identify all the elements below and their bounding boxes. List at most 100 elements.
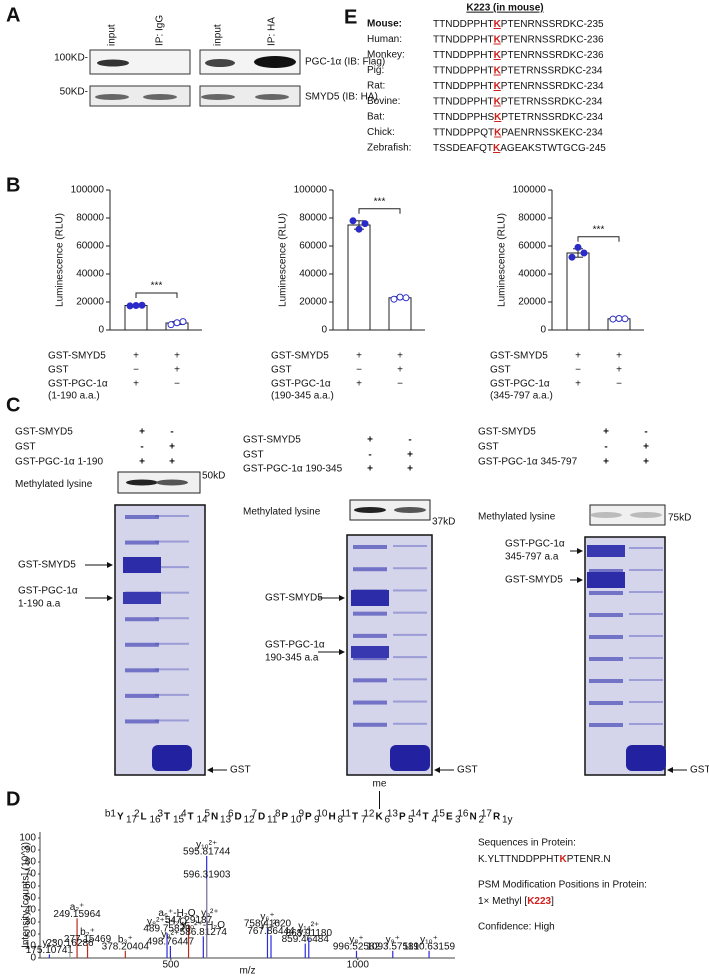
y-tick-label: 80000 [299, 213, 327, 224]
row-label: GST [478, 442, 499, 453]
y-tick-label: 40000 [518, 269, 546, 280]
band [589, 613, 623, 617]
residue: T [164, 812, 170, 823]
sign: + [169, 457, 175, 468]
sign: + [367, 464, 373, 475]
y-tick-label: 20000 [518, 297, 546, 308]
sign: - [604, 442, 607, 453]
sign: + [139, 457, 145, 468]
x-axis-label: m/z [239, 966, 255, 976]
row-label: GST [15, 442, 36, 453]
peak-label: 489.75870 [143, 923, 191, 934]
y-tick-label: 70 [25, 869, 37, 880]
y-tick-label: 80 [25, 857, 37, 868]
arrowhead [339, 595, 345, 601]
band [589, 591, 623, 595]
bar [388, 297, 412, 331]
modification: me [373, 779, 387, 790]
band [393, 589, 427, 592]
row-label: GST-PGC-1α 345-797 [478, 457, 578, 468]
band-label: 190-345 a.a [265, 653, 319, 664]
y-axis-label: Luminescence (RLU) [497, 213, 508, 307]
data-point [580, 249, 588, 257]
band [155, 719, 189, 722]
band [351, 646, 389, 658]
band [353, 633, 387, 638]
mod-part: 1× Methyl [ [478, 896, 527, 907]
peak-label: 277.15469 [64, 934, 112, 945]
species: Chick: [367, 127, 395, 138]
y-ion-index: 5 [408, 815, 414, 826]
arrowhead [107, 562, 113, 568]
lane-label: IP: HA [267, 17, 278, 46]
marker-label: 37kD [432, 517, 455, 528]
sequence: TTNDDPPHTKPTETRNSSRDKC-234 [433, 96, 603, 107]
sign: + [603, 427, 609, 438]
sign: + [407, 450, 413, 461]
panel-letter: A [6, 4, 20, 26]
marker-label: 75kD [668, 513, 691, 524]
blot-label: Methylated lysine [478, 512, 556, 523]
y-tick-label: 100000 [294, 185, 328, 196]
sequence-part: TSSDEAFQT [433, 143, 493, 154]
band [155, 566, 189, 569]
peak-label: 249.15964 [53, 909, 101, 920]
sign: + [575, 351, 581, 362]
band [97, 59, 129, 67]
alignment-title: K223 (in mouse) [466, 3, 543, 14]
blot-label: SMYD5 (IB: HA) [305, 92, 378, 103]
species: Human: [367, 34, 402, 45]
y-axis-label: Luminescence (RLU) [55, 213, 66, 307]
b-ion-index: 4 [181, 809, 187, 820]
sequence-part: TTNDDPPHS [433, 112, 494, 123]
sign: + [407, 464, 413, 475]
y-tick-label: 100000 [71, 185, 105, 196]
band [353, 700, 387, 705]
sequence: TTNDDPPHSKPTETRNSSRDKC-234 [433, 112, 603, 123]
b-ion-index: 12 [363, 809, 375, 820]
b-ion-index: 5 [204, 809, 210, 820]
highlight-residue: K [494, 65, 502, 76]
sequence-part: PTETRNSSRDKC-234 [501, 96, 603, 107]
y-tick-label: 60000 [76, 241, 104, 252]
band [353, 656, 387, 661]
blot-label: PGC-1α (IB: Flag) [305, 57, 385, 68]
sequence-part: PTENRNSSRDKC-234 [501, 81, 604, 92]
y-ion-index: 4 [432, 815, 438, 826]
band [125, 617, 159, 622]
y-tick-label: 0 [540, 325, 546, 336]
lane-label: input [107, 24, 118, 46]
b-ion-index: 9 [298, 809, 304, 820]
y-ion-index: 6 [385, 815, 391, 826]
peak-label: 175.10741 [26, 945, 74, 956]
y-tick-label: 60000 [299, 241, 327, 252]
lane-label: IP: IgG [155, 15, 166, 46]
y-ion-index: 16 [150, 815, 162, 826]
psm-text: 1× Methyl [K223] [478, 896, 554, 907]
sign: - [170, 427, 173, 438]
sign: − [356, 365, 362, 376]
significance-bracket [135, 292, 178, 298]
y-tick-label: 80000 [76, 213, 104, 224]
peak-label: y₁₀²⁺ [196, 840, 217, 851]
sequence-part: PTENRNSSRDKC-236 [501, 34, 604, 45]
residue: N [470, 812, 477, 823]
y-tick-label: 50 [25, 893, 37, 904]
y-ion-index: 9 [314, 815, 320, 826]
band [155, 642, 189, 645]
residue: D [235, 812, 242, 823]
sign: - [408, 435, 411, 446]
b-ion-index: 2 [134, 809, 140, 820]
sign: − [575, 365, 581, 376]
band [123, 592, 161, 604]
peak-label: b₂⁺ [80, 927, 95, 938]
y-ion-index: 17 [126, 815, 138, 826]
sequence-part: PTENR.N [567, 854, 611, 865]
peak-label: a₂⁺ [70, 902, 85, 913]
arrowhead [339, 649, 345, 655]
data-point [349, 217, 357, 225]
psm-text: Sequences in Protein: [478, 838, 576, 849]
band-label: GST-PGC-1α [505, 539, 565, 550]
blot [349, 499, 431, 521]
band [354, 507, 386, 513]
